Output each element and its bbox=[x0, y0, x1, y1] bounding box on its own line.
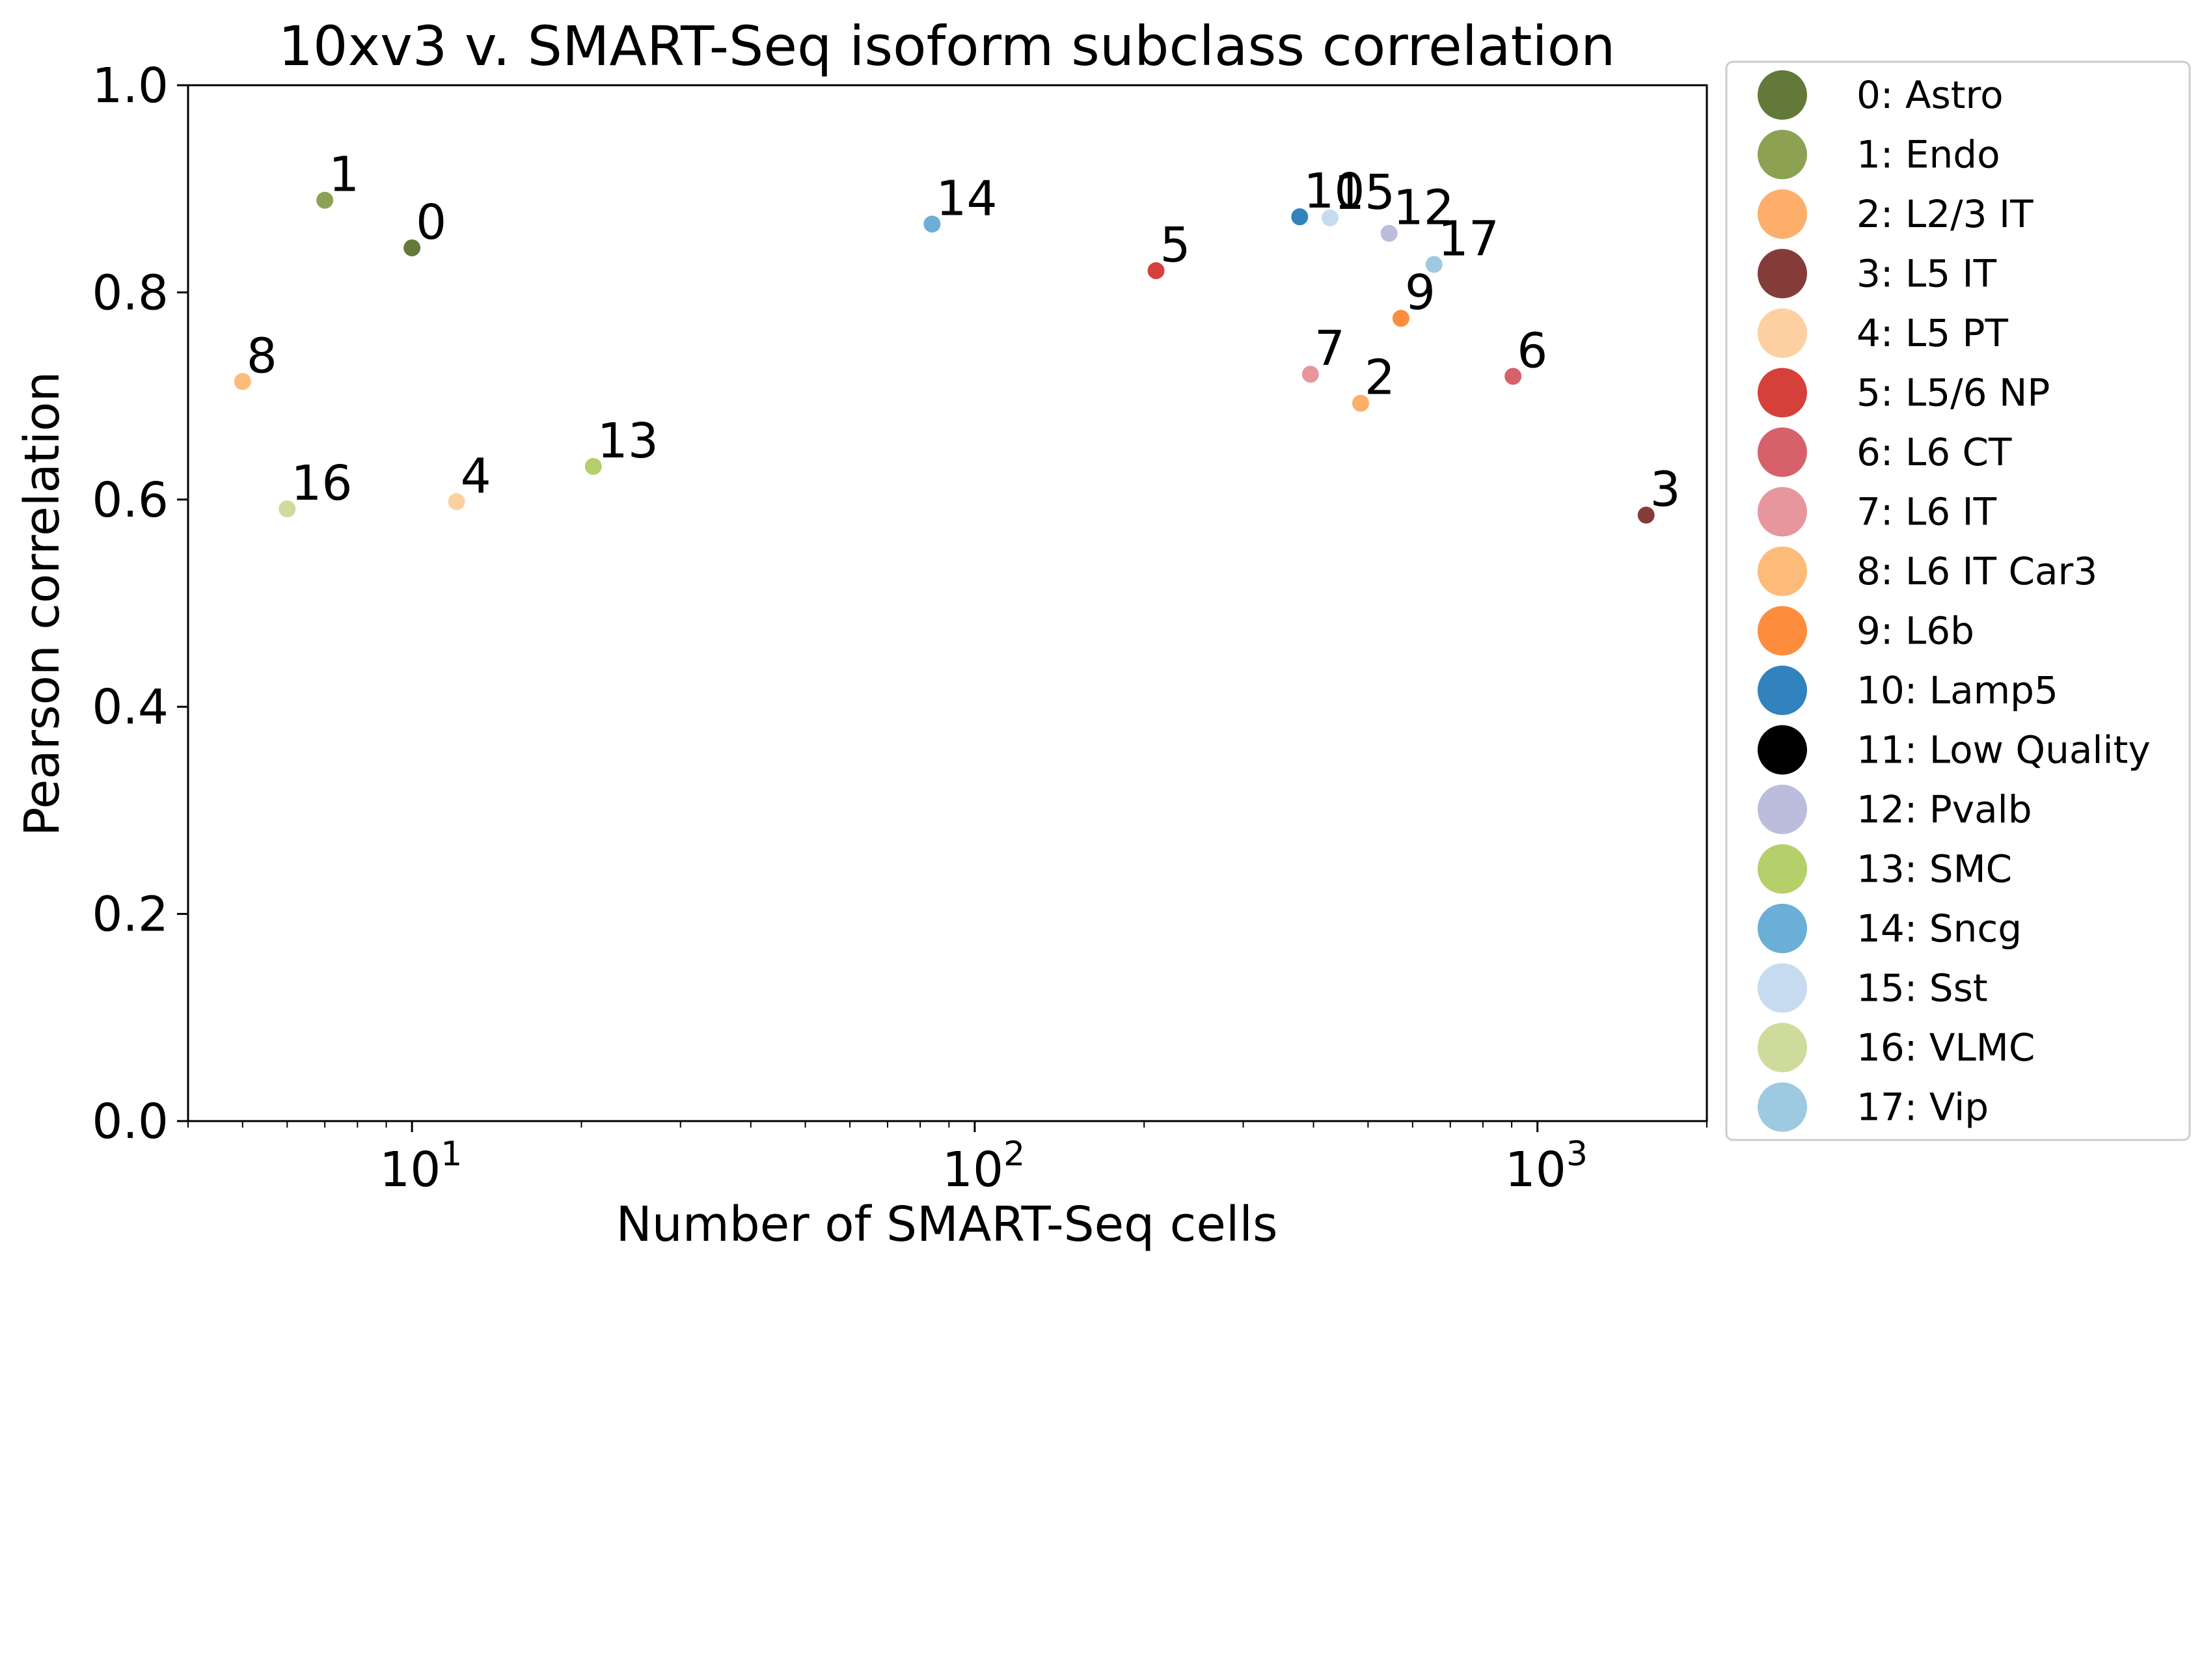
point-label: 14 bbox=[936, 170, 997, 226]
data-point bbox=[923, 215, 941, 233]
point-label: 12 bbox=[1393, 180, 1454, 236]
point-label: 1 bbox=[329, 147, 359, 203]
point-label: 17 bbox=[1438, 211, 1499, 267]
legend-entry: 6: L6 CT bbox=[1857, 430, 2012, 474]
legend-entry: 5: L5/6 NP bbox=[1857, 371, 2050, 415]
y-axis: 0.0 0.2 0.4 0.6 0.8 1.0 bbox=[92, 58, 188, 1150]
legend-entry: 11: Low Quality bbox=[1857, 728, 2151, 772]
data-point bbox=[1291, 208, 1309, 226]
x-tick-label: 103 bbox=[1505, 1135, 1588, 1198]
legend-entry: 0: Astro bbox=[1857, 73, 2004, 117]
data-point bbox=[1637, 506, 1655, 524]
legend-marker bbox=[1758, 189, 1807, 239]
data-point bbox=[1380, 224, 1398, 242]
legend-entry: 15: Sst bbox=[1857, 966, 1988, 1010]
x-axis: 101 102 103 bbox=[187, 1121, 1707, 1198]
point-label: 13 bbox=[597, 413, 659, 469]
y-tick-label: 1.0 bbox=[92, 58, 169, 114]
point-label: 15 bbox=[1334, 165, 1395, 221]
legend-marker bbox=[1758, 308, 1807, 358]
legend-marker bbox=[1758, 547, 1807, 596]
legend-marker bbox=[1758, 725, 1807, 775]
legend-marker bbox=[1758, 785, 1807, 834]
legend-entry: 4: L5 PT bbox=[1857, 311, 2009, 355]
point-label: 7 bbox=[1314, 321, 1345, 377]
data-point bbox=[316, 191, 334, 209]
legend-entry: 2: L2/3 IT bbox=[1857, 192, 2034, 236]
point-label: 10 bbox=[1303, 163, 1365, 219]
legend-marker bbox=[1758, 1023, 1807, 1072]
x-axis-label: Number of SMART-Seq cells bbox=[616, 1197, 1277, 1253]
legend-entry: 7: L6 IT bbox=[1857, 490, 1997, 534]
legend-marker bbox=[1758, 844, 1807, 894]
legend-entry: 8: L6 IT Car3 bbox=[1857, 549, 2097, 593]
legend-entry: 12: Pvalb bbox=[1857, 787, 2032, 832]
y-tick-label: 0.0 bbox=[92, 1094, 169, 1150]
x-tick-label: 101 bbox=[379, 1135, 462, 1198]
legend-marker bbox=[1758, 1082, 1807, 1132]
data-point bbox=[234, 373, 251, 390]
point-label: 2 bbox=[1365, 350, 1395, 406]
legend-marker bbox=[1758, 606, 1807, 656]
legend-entry: 10: Lamp5 bbox=[1857, 668, 2058, 712]
legend-marker bbox=[1758, 368, 1807, 418]
legend-entry: 14: Sncg bbox=[1857, 906, 2022, 951]
point-label: 4 bbox=[461, 448, 491, 504]
x-tick-label: 102 bbox=[942, 1135, 1025, 1198]
data-point bbox=[403, 239, 421, 256]
legend-entry: 13: SMC bbox=[1857, 847, 2012, 891]
legend-entry: 1: Endo bbox=[1857, 133, 2000, 177]
point-label: 16 bbox=[291, 455, 352, 511]
chart-title: 10xv3 v. SMART-Seq isoform subclass corr… bbox=[279, 14, 1616, 78]
legend-marker bbox=[1758, 70, 1807, 120]
legend-entry: 9: L6b bbox=[1857, 609, 1974, 653]
point-label: 8 bbox=[247, 328, 277, 384]
data-point bbox=[1301, 366, 1319, 383]
legend-box bbox=[1725, 61, 2191, 1141]
point-label: 3 bbox=[1650, 462, 1681, 518]
plot-frame bbox=[187, 84, 1708, 1122]
legend-marker bbox=[1758, 129, 1807, 180]
y-tick-label: 0.4 bbox=[92, 679, 169, 735]
legend-marker bbox=[1758, 487, 1807, 537]
data-point bbox=[1147, 262, 1165, 279]
legend-marker bbox=[1758, 904, 1807, 953]
legend: 0: Astro 1: Endo 2: L2/3 IT 3: L5 IT 4: L5 P… bbox=[1725, 61, 2191, 1141]
legend-entry: 17: Vip bbox=[1857, 1085, 1989, 1130]
point-label: 9 bbox=[1405, 265, 1435, 321]
y-tick-label: 0.2 bbox=[92, 887, 169, 943]
data-point bbox=[1425, 256, 1443, 273]
y-tick-label: 0.8 bbox=[92, 265, 169, 321]
data-point bbox=[1352, 394, 1369, 412]
data-point bbox=[448, 493, 465, 510]
legend-entry: 3: L5 IT bbox=[1857, 252, 1997, 296]
y-axis-label: Pearson correlation bbox=[14, 372, 70, 837]
legend-marker bbox=[1758, 963, 1807, 1013]
data-point bbox=[1392, 310, 1409, 327]
legend-marker bbox=[1758, 666, 1807, 715]
data-point bbox=[584, 457, 602, 475]
data-point bbox=[279, 500, 296, 518]
point-label: 6 bbox=[1517, 323, 1547, 379]
legend-marker bbox=[1758, 249, 1807, 299]
data-point bbox=[1321, 209, 1339, 226]
data-point bbox=[1504, 368, 1522, 385]
point-label: 5 bbox=[1160, 217, 1191, 273]
point-label: 0 bbox=[416, 195, 446, 251]
legend-entry: 16: VLMC bbox=[1857, 1025, 2035, 1070]
y-tick-label: 0.6 bbox=[92, 472, 169, 528]
legend-marker bbox=[1758, 427, 1807, 477]
